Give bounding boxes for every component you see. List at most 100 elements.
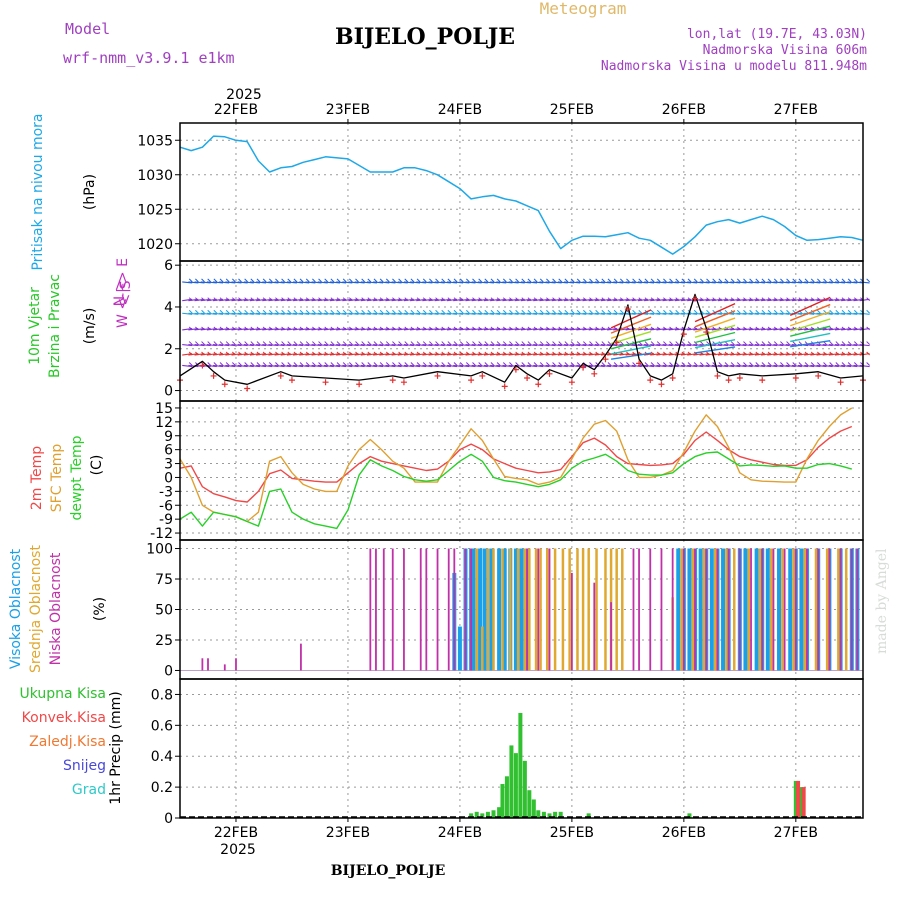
wind-barb-head bbox=[324, 362, 329, 366]
wind-barb-head bbox=[379, 362, 384, 366]
wind-barb-head bbox=[866, 351, 870, 356]
day-tick-label: 24FEB bbox=[438, 102, 482, 118]
wind-barb-head bbox=[761, 341, 766, 345]
wind-barb bbox=[520, 344, 531, 347]
wind-barb-head bbox=[527, 309, 532, 314]
wind-barb bbox=[841, 281, 852, 284]
wind-barb bbox=[557, 312, 568, 315]
gust-arrow bbox=[790, 318, 831, 332]
wind-barb bbox=[336, 364, 347, 368]
wind-barb bbox=[588, 344, 599, 347]
wind-barb bbox=[446, 364, 458, 368]
wind-barb-head bbox=[213, 341, 218, 345]
wind-barb bbox=[299, 312, 310, 315]
wind-barb bbox=[440, 344, 451, 347]
total-precip-bar bbox=[497, 807, 502, 818]
wind-barb-head bbox=[502, 278, 507, 283]
wind-barb-head bbox=[422, 278, 427, 283]
wind-barb-head bbox=[626, 362, 630, 366]
wind-barb-head bbox=[626, 278, 630, 283]
wind-barb bbox=[853, 344, 864, 347]
wind-barb bbox=[705, 312, 716, 315]
wind-barb-head bbox=[576, 309, 581, 314]
wind-barb bbox=[490, 281, 501, 284]
wind-barb bbox=[336, 312, 347, 315]
wind-barb bbox=[256, 281, 267, 284]
wind-barb-head bbox=[281, 309, 285, 314]
wind-barb bbox=[379, 312, 390, 315]
gust-arrow bbox=[790, 339, 831, 348]
wind-barb bbox=[483, 364, 494, 368]
wind-barb-head bbox=[293, 278, 298, 283]
wind-barb bbox=[446, 344, 458, 347]
chart-subtitle: Meteogram bbox=[540, 0, 627, 18]
wind-gust-marker bbox=[759, 377, 766, 384]
precip-ylabel: 1hr Precip (mm) bbox=[108, 691, 124, 804]
wind-barb-head bbox=[231, 278, 236, 283]
wind-barb bbox=[724, 344, 735, 347]
wind-barb-head bbox=[583, 309, 587, 314]
model-altitude-info: Nadmorska Visina u modelu 811.948m bbox=[601, 59, 867, 74]
wind-gust-marker bbox=[815, 372, 822, 379]
wind-barb-head bbox=[453, 309, 458, 314]
wind-barb bbox=[391, 364, 402, 368]
wind-barb bbox=[841, 312, 852, 315]
wind-barb bbox=[514, 312, 525, 315]
gust-arrow bbox=[789, 311, 831, 327]
wind-barb-head bbox=[743, 309, 747, 314]
wind-barb bbox=[329, 312, 341, 315]
y-tick-label: 0.2 bbox=[151, 780, 173, 796]
mid-cloud-bar bbox=[581, 548, 585, 671]
wind-barb-head bbox=[195, 341, 199, 345]
wind-gust-marker bbox=[613, 339, 620, 346]
high-cloud-bar bbox=[754, 548, 759, 671]
wind-barb-head bbox=[804, 278, 809, 283]
wind-barb-head bbox=[367, 278, 372, 283]
wind-barb-head bbox=[293, 309, 298, 314]
wind-barb bbox=[693, 281, 704, 284]
wind-barb bbox=[440, 364, 451, 368]
wind-barb-head bbox=[404, 278, 409, 283]
wind-barb-head bbox=[675, 341, 680, 345]
wind-barb bbox=[416, 364, 427, 368]
wind-barb bbox=[465, 344, 476, 347]
wind-barb bbox=[483, 312, 494, 315]
wind-barb-head bbox=[804, 362, 809, 366]
wind-barb-head bbox=[558, 341, 563, 345]
wind-barb bbox=[348, 344, 359, 347]
wind-barb-head bbox=[361, 362, 366, 366]
wind-barb-head bbox=[835, 362, 840, 366]
low-cloud-bar bbox=[300, 643, 302, 671]
convective-precip-bar bbox=[796, 780, 801, 818]
wind-barb-head bbox=[576, 278, 581, 283]
gust-arrow bbox=[790, 332, 831, 343]
wind-barb-head bbox=[700, 341, 704, 345]
y-tick-label: 0 bbox=[164, 384, 173, 400]
wind-barb bbox=[206, 364, 217, 368]
high-cloud-bar bbox=[513, 548, 518, 671]
wind-barb bbox=[280, 312, 291, 315]
wind-barb bbox=[545, 281, 556, 284]
wind-barb-head bbox=[706, 309, 710, 314]
wind-barb bbox=[687, 364, 698, 368]
wind-barb bbox=[680, 364, 692, 368]
wind-barb-head bbox=[817, 362, 821, 366]
wind-barb-head bbox=[490, 362, 495, 366]
wind-barb bbox=[422, 312, 433, 315]
wind-barb-head bbox=[213, 362, 218, 366]
wind-barb-head bbox=[847, 362, 852, 366]
wind-barb-head bbox=[262, 309, 267, 314]
mid-cloud-bar bbox=[725, 548, 728, 671]
mid-cloud-bar bbox=[604, 548, 607, 671]
wind-barb-head bbox=[244, 309, 249, 314]
wind-barb bbox=[841, 344, 852, 347]
wind-barb-head bbox=[238, 362, 242, 366]
wind-barb-head bbox=[669, 341, 673, 345]
wind-barb-head bbox=[601, 309, 606, 314]
wind-barb bbox=[465, 281, 476, 284]
wind-barb bbox=[323, 281, 334, 284]
wind-barb bbox=[286, 281, 297, 284]
wind-barb-head bbox=[724, 362, 729, 366]
wind-barb bbox=[834, 281, 846, 284]
wind-barb-head bbox=[558, 278, 563, 283]
